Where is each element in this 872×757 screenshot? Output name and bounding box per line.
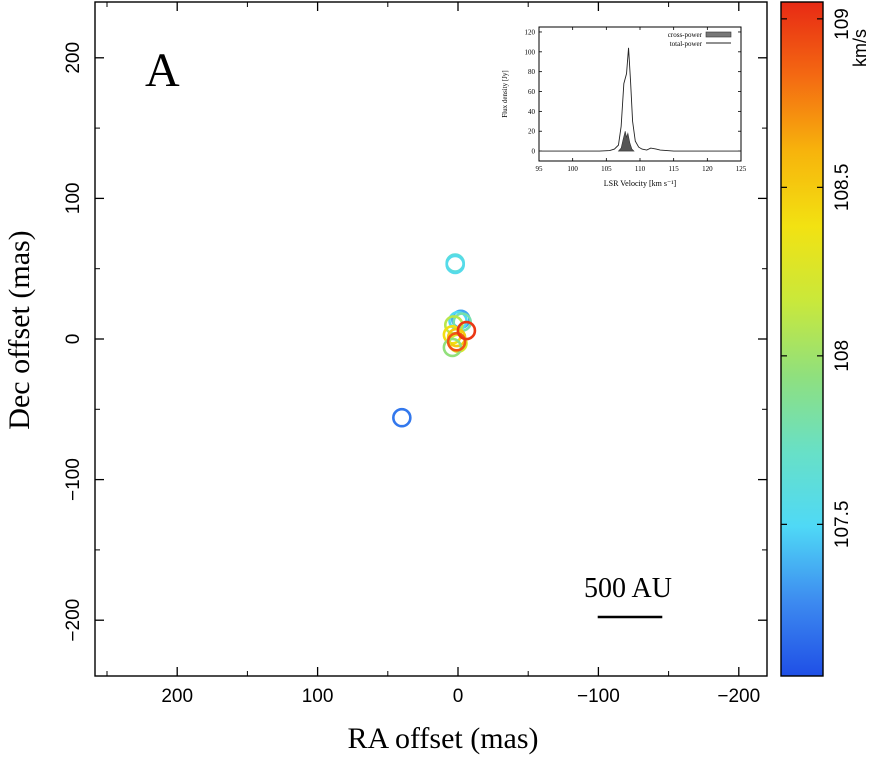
- inset-x-tick-label: 110: [635, 165, 646, 173]
- inset-spectrum: 95 100 105 110 115 120 125 0 20 40 60 80 100 120 LSR…: [501, 26, 747, 188]
- y-tick-label: −100: [63, 458, 84, 501]
- inset-x-tick-label: 115: [669, 165, 680, 173]
- inset-x-tick-labels: 95 100 105 110 115 120 125: [536, 165, 747, 173]
- x-tick-label: −200: [717, 686, 760, 707]
- x-tick-label: −100: [577, 686, 620, 707]
- legend-cross-power-swatch: [705, 31, 732, 38]
- x-tick-label: 200: [161, 686, 193, 707]
- colorbar-tick-label: 108.5: [832, 164, 853, 212]
- x-axis-label: RA offset (mas): [347, 722, 538, 755]
- y-tick-label: 0: [63, 334, 84, 345]
- inset-y-tick-label: 120: [525, 28, 536, 36]
- inset-y-tick-label: 40: [528, 108, 536, 116]
- maser-spot: [442, 337, 463, 358]
- total-power-line: [539, 47, 741, 152]
- inset-x-tick-label: 105: [601, 165, 612, 173]
- inset-x-axis-label: LSR Velocity [km s⁻¹]: [604, 179, 677, 188]
- inset-frame: [538, 26, 742, 162]
- inset-x-tick-label: 125: [736, 165, 747, 173]
- legend-total-power-label: total-power: [670, 40, 703, 48]
- colorbar-tick-label: 109: [832, 8, 853, 40]
- inset-y-tick-label: 60: [528, 88, 536, 96]
- colorbar-tick-labels: 107.5 108 108.5 109: [832, 8, 853, 548]
- x-tick-labels: 200 100 0 −100 −200: [161, 686, 760, 707]
- inset-y-tick-label: 100: [525, 48, 536, 56]
- maser-spot: [392, 407, 412, 428]
- y-tick-label: −200: [63, 599, 84, 642]
- colorbar: [780, 1, 824, 677]
- inset-y-axis-label: Flux density [Jy]: [501, 70, 509, 117]
- maser-spot: [445, 254, 465, 275]
- maser-spots: [392, 253, 477, 428]
- y-tick-labels: 200 100 0 −100 −200: [63, 42, 84, 642]
- inset-x-tick-label: 100: [567, 165, 578, 173]
- inset-y-tick-label: 20: [528, 128, 536, 136]
- colorbar-tick-label: 108: [832, 340, 853, 372]
- inset-x-tick-label: 120: [702, 165, 713, 173]
- scale-bar-label: 500 AU: [584, 573, 672, 604]
- x-tick-label: 0: [453, 686, 464, 707]
- inset-x-tick-label: 95: [536, 165, 544, 173]
- x-tick-label: 100: [302, 686, 334, 707]
- main-axis-ticks: [95, 2, 767, 676]
- y-tick-label: 100: [63, 183, 84, 215]
- colorbar-unit-label: km/s: [850, 29, 870, 67]
- colorbar-ticks: [781, 18, 823, 525]
- inset-y-tick-label: 0: [532, 148, 536, 156]
- maser-spot: [456, 320, 477, 341]
- panel-label: A: [145, 44, 180, 97]
- legend-cross-power-label: cross-power: [668, 31, 703, 39]
- y-axis-label: Dec offset (mas): [3, 230, 36, 429]
- cross-power-area: [617, 131, 635, 152]
- inset-legend: cross-power total-power: [668, 31, 732, 48]
- maser-spot: [446, 332, 467, 352]
- colorbar-tick-label: 107.5: [832, 501, 853, 549]
- y-tick-label: 200: [63, 42, 84, 74]
- inset-y-tick-label: 80: [528, 68, 536, 76]
- inset-y-tick-labels: 0 20 40 60 80 100 120: [525, 28, 536, 155]
